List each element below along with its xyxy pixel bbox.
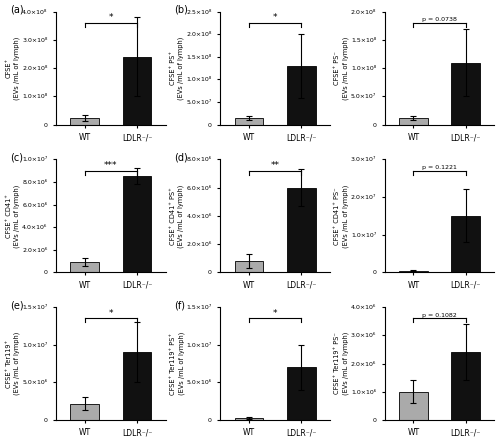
Text: (c): (c) [10,152,22,163]
Bar [234,261,264,272]
Bar [234,418,264,420]
Bar [122,176,152,272]
Text: p = 0.1221: p = 0.1221 [422,165,457,170]
Y-axis label: CFSE⁺ PS⁺
(EVs /mL of lymph): CFSE⁺ PS⁺ (EVs /mL of lymph) [170,36,184,100]
Text: *: * [108,13,113,22]
Text: *: * [273,13,278,22]
Bar [452,352,480,420]
Y-axis label: CFSE⁺ Ter119⁺ PS⁻
(EVs /mL of lymph): CFSE⁺ Ter119⁺ PS⁻ (EVs /mL of lymph) [334,332,349,395]
Bar [287,187,316,272]
Text: (f): (f) [174,300,185,310]
Text: (d): (d) [174,152,188,163]
Bar [287,66,316,125]
Y-axis label: CFSE⁺ PS⁻
(EVs /mL of lymph): CFSE⁺ PS⁻ (EVs /mL of lymph) [334,36,349,100]
Bar [234,118,264,125]
Y-axis label: CFSE⁺ CD41⁺
(EVs /mL of lymph): CFSE⁺ CD41⁺ (EVs /mL of lymph) [6,184,20,248]
Text: **: ** [270,161,280,170]
Bar [399,392,428,420]
Bar [122,352,152,420]
Bar [70,404,99,420]
Text: (e): (e) [10,300,24,310]
Bar [399,271,428,272]
Bar [287,367,316,420]
Bar [70,262,99,272]
Text: (a): (a) [10,5,24,15]
Bar [122,57,152,125]
Y-axis label: CFSE⁺ CD41⁺ PS⁻
(EVs /mL of lymph): CFSE⁺ CD41⁺ PS⁻ (EVs /mL of lymph) [334,184,349,248]
Text: ***: *** [104,161,118,170]
Y-axis label: CFSE⁺ CD41⁺ PS⁺
(EVs /mL of lymph): CFSE⁺ CD41⁺ PS⁺ (EVs /mL of lymph) [170,184,184,248]
Bar [452,62,480,125]
Y-axis label: CFSE⁺ Ter119⁺
(EVs /mL of lymph): CFSE⁺ Ter119⁺ (EVs /mL of lymph) [6,332,20,395]
Bar [399,118,428,125]
Text: *: * [108,309,113,318]
Y-axis label: CFSE⁺ Ter119⁺ PS⁺
(EVs /mL of lymph): CFSE⁺ Ter119⁺ PS⁺ (EVs /mL of lymph) [170,332,184,395]
Text: p = 0.1082: p = 0.1082 [422,313,457,318]
Y-axis label: CFSE⁺
(EVs /mL of lymph): CFSE⁺ (EVs /mL of lymph) [6,36,20,100]
Text: *: * [273,309,278,318]
Text: (b): (b) [174,5,188,15]
Text: p = 0.0738: p = 0.0738 [422,17,457,22]
Bar [70,118,99,125]
Bar [452,216,480,272]
